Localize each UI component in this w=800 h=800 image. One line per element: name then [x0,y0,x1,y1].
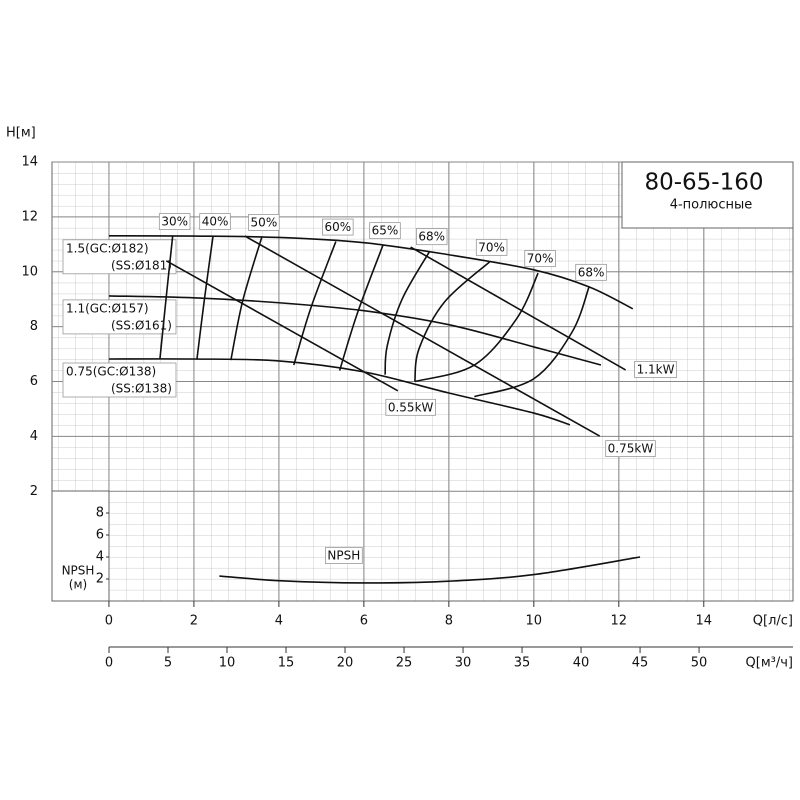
head-label: 0.75(GC:Ø138) [66,365,156,379]
head-label: 1.1(GC:Ø157) [66,301,149,315]
x-tick-label: 10 [526,614,543,629]
label-box [62,362,177,398]
head-label: 1.5(GC:Ø182) [66,241,149,255]
efficiency-curve [196,235,214,360]
x2-axis-label: Q[м³/ч] [746,656,793,671]
label-box [199,213,231,230]
x2-tick-label: 20 [337,656,354,671]
x-tick-label: 14 [696,614,713,629]
power-line [410,246,626,371]
efficiency-curve [384,250,431,375]
label-box [415,228,448,246]
npsh-tick-label: 4 [96,550,104,565]
x2-tick-label: 5 [164,656,172,671]
npsh-label: NPSH [327,549,360,563]
efficiency-label: 68% [578,265,605,279]
y-axis-label: H[м] [6,126,36,141]
label-box [605,440,656,458]
power-label: 0.75kW [608,442,654,456]
efficiency-curve [338,244,384,371]
x-tick-label: 6 [360,614,368,629]
x2-tick-label: 15 [278,656,295,671]
title-box [621,161,794,229]
label-box [475,238,508,256]
head-label: (SS:Ø181) [111,258,172,272]
label-box [322,218,354,236]
x-axis-label: Q[л/с] [753,614,793,629]
y-tick-label: 12 [21,209,38,224]
efficiency-curve [414,272,539,383]
label-box [369,222,401,240]
x-tick-label: 8 [445,614,453,629]
x-tick-label: 4 [275,614,283,629]
y-tick-label: 2 [30,484,38,499]
efficiency-label: 50% [251,215,278,229]
label-box [634,361,678,378]
x2-tick-label: 35 [514,656,531,671]
x2-tick-label: 0 [105,656,113,671]
label-box [158,213,191,230]
head-curve [108,295,602,366]
y-tick-label: 10 [21,264,38,279]
x-tick-label: 0 [105,614,113,629]
npsh-panel [51,490,110,602]
npsh-curve [219,556,641,584]
power-line [244,235,601,437]
efficiency-label: 40% [202,215,229,229]
efficiency-curve [230,236,263,361]
label-box [62,299,177,335]
head-curve [108,235,634,310]
npsh-tick-label: 6 [96,528,104,543]
efficiency-label: 65% [372,224,399,238]
efficiency-label: 30% [161,215,188,229]
npsh-axis-label: NPSH [62,564,95,578]
power-label: 0.55kW [388,400,434,414]
x-tick-label: 12 [611,614,628,629]
x2-tick-label: 25 [396,656,413,671]
x2-tick-label: 40 [573,656,590,671]
efficiency-curve [292,241,337,366]
label-box [575,263,607,281]
y-tick-label: 4 [30,429,38,444]
efficiency-curve [159,235,174,360]
efficiency-label: 60% [324,220,351,234]
head-label: (SS:Ø138) [111,382,172,396]
x2-tick-label: 10 [219,656,236,671]
label-box [385,398,436,416]
y-tick-label: 8 [30,319,38,334]
npsh-axis-label: (м) [69,578,87,592]
efficiency-label: 68% [418,230,445,244]
y-tick-label: 6 [30,374,38,389]
efficiency-curve [414,261,491,382]
label-box [524,250,556,268]
x2-tick-label: 30 [455,656,472,671]
head-label: (SS:Ø161) [111,318,172,332]
npsh-tick-label: 2 [96,572,104,587]
power-line [165,260,399,392]
y-tick-label: 14 [21,155,38,170]
npsh-tick-label: 8 [96,506,104,521]
label-box [62,239,177,275]
label-box [248,214,280,231]
power-label: 1.1kW [637,362,675,376]
efficiency-label: 70% [527,252,554,266]
label-box [325,547,363,564]
chart-subtitle: 4-полюсные [670,198,753,213]
x2-tick-label: 50 [691,656,708,671]
efficiency-curve [474,286,590,398]
chart-title: 80-65-160 [644,170,763,196]
x2-tick-label: 45 [632,656,649,671]
x-tick-label: 2 [190,614,198,629]
efficiency-label: 70% [478,240,505,254]
